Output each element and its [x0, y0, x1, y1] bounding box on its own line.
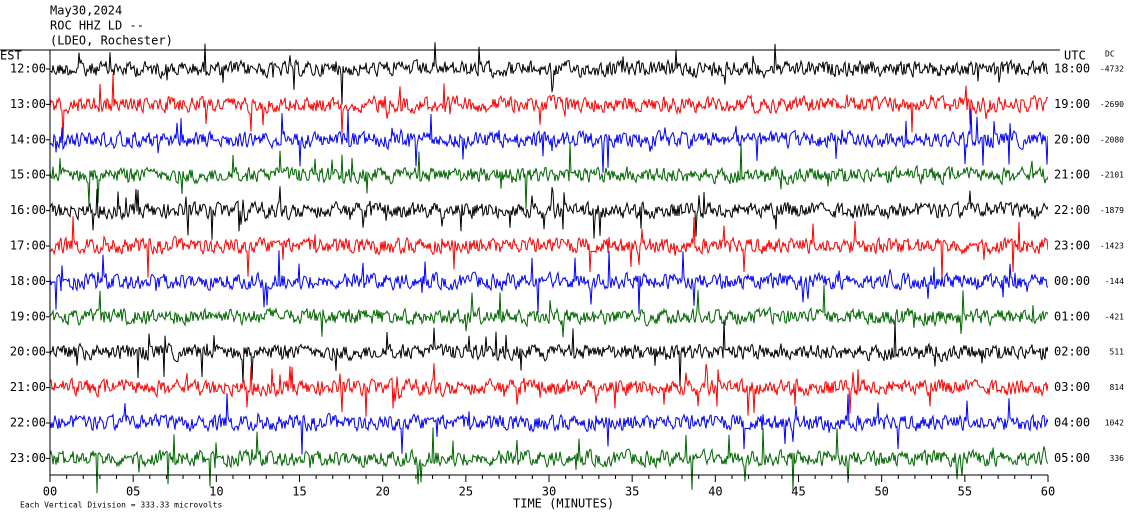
est-label: 18:00 — [10, 274, 46, 288]
x-tick-label: 40 — [708, 485, 722, 499]
trace — [50, 363, 1048, 417]
trace — [50, 216, 1048, 281]
est-label: 23:00 — [10, 451, 46, 465]
utc-label: 22:00 — [1054, 203, 1090, 217]
x-axis-title: TIME (MINUTES) — [513, 497, 614, 511]
utc-label: 18:00 — [1054, 62, 1090, 76]
trace — [50, 427, 1048, 494]
est-label: 22:00 — [10, 416, 46, 430]
utc-label: 02:00 — [1054, 345, 1090, 359]
dc-value: -1423 — [1100, 242, 1124, 251]
x-tick-label: 60 — [1041, 485, 1055, 499]
x-tick-label: 50 — [874, 485, 888, 499]
trace — [50, 42, 1048, 105]
x-tick-label: 20 — [375, 485, 389, 499]
x-tick-label: 35 — [625, 485, 639, 499]
trace — [50, 284, 1048, 338]
x-tick-label: 10 — [209, 485, 223, 499]
dc-value: 1042 — [1105, 419, 1124, 428]
traces — [50, 42, 1048, 494]
x-tick-label: 30 — [542, 485, 556, 499]
utc-title: UTC — [1064, 49, 1086, 63]
trace — [50, 319, 1048, 387]
dc-value: 336 — [1110, 454, 1125, 463]
utc-label: 00:00 — [1054, 274, 1090, 288]
dc-value: -144 — [1105, 277, 1124, 286]
trace — [50, 393, 1048, 455]
dc-value: 511 — [1110, 348, 1125, 357]
footer: Each Vertical Division = 333.33 microvol… — [20, 501, 222, 510]
x-tick-label: 55 — [958, 485, 972, 499]
utc-label: 19:00 — [1054, 97, 1090, 111]
est-label: 19:00 — [10, 309, 46, 323]
est-label: 12:00 — [10, 62, 46, 76]
x-tick-label: 45 — [791, 485, 805, 499]
dc-value: -1879 — [1100, 206, 1124, 215]
trace — [50, 186, 1048, 240]
trace — [50, 142, 1048, 210]
utc-label: 23:00 — [1054, 239, 1090, 253]
date: May30,2024 — [50, 4, 122, 18]
dc-title: DC — [1105, 50, 1115, 59]
trace — [50, 73, 1048, 140]
est-label: 15:00 — [10, 168, 46, 182]
utc-label: 01:00 — [1054, 309, 1090, 323]
trace — [50, 108, 1048, 173]
dc-value: -2101 — [1100, 171, 1124, 180]
x-tick-label: 00 — [43, 485, 57, 499]
utc-label: 04:00 — [1054, 416, 1090, 430]
utc-label: 05:00 — [1054, 451, 1090, 465]
est-title: EST — [0, 49, 22, 63]
est-label: 16:00 — [10, 203, 46, 217]
utc-label: 03:00 — [1054, 380, 1090, 394]
dc-value: -4732 — [1100, 65, 1124, 74]
station: ROC HHZ LD -- — [50, 19, 144, 33]
location: (LDEO, Rochester) — [50, 34, 173, 48]
est-label: 21:00 — [10, 380, 46, 394]
utc-label: 21:00 — [1054, 168, 1090, 182]
x-tick-label: 25 — [459, 485, 473, 499]
dc-value: -2690 — [1100, 100, 1124, 109]
x-tick-label: 05 — [126, 485, 140, 499]
est-label: 14:00 — [10, 132, 46, 146]
est-label: 17:00 — [10, 239, 46, 253]
x-tick-label: 15 — [292, 485, 306, 499]
dc-value: 814 — [1110, 383, 1125, 392]
utc-label: 20:00 — [1054, 132, 1090, 146]
trace — [50, 250, 1048, 314]
est-label: 13:00 — [10, 97, 46, 111]
est-label: 20:00 — [10, 345, 46, 359]
dc-value: -2080 — [1100, 135, 1124, 144]
dc-value: -421 — [1105, 312, 1124, 321]
